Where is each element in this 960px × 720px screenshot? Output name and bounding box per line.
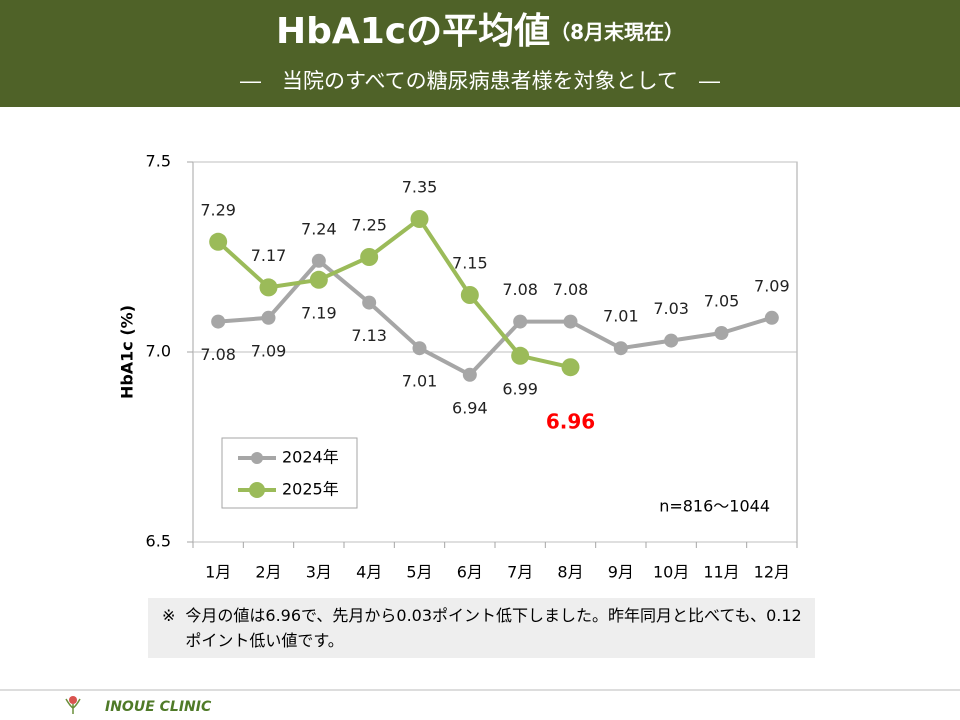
header-bg [0, 0, 960, 107]
x-tick-label: 11月 [703, 563, 739, 582]
annotation: n=816～1044 [659, 497, 770, 516]
marker [664, 333, 679, 348]
data-label: 7.17 [251, 246, 287, 265]
data-label: 7.08 [553, 280, 589, 299]
x-tick-label: 10月 [653, 563, 689, 582]
title-main: HbA1cの平均値 [276, 11, 550, 52]
x-tick-label: 7月 [507, 563, 533, 582]
y-tick-label: 6.5 [146, 532, 171, 551]
data-label: 7.08 [200, 345, 236, 364]
y-tick-label: 7.5 [146, 152, 171, 171]
data-label: 7.13 [351, 326, 387, 345]
title-note: （8月末現在） [550, 20, 684, 44]
title: HbA1cの平均値（8月末現在） [276, 11, 684, 52]
x-tick-label: 5月 [406, 563, 432, 582]
marker [561, 358, 580, 377]
legend-box [221, 437, 358, 509]
y-tick-label: 7.0 [146, 342, 171, 361]
note-mark: ※ [162, 606, 176, 625]
marker [460, 286, 479, 304]
x-tick-label: 8月 [557, 563, 583, 582]
subtitle: ― 当院のすべての糖尿病患者様を対象として ― [240, 69, 720, 93]
marker [259, 278, 278, 297]
data-label: 6.96 [546, 410, 595, 434]
marker [412, 341, 427, 356]
marker [360, 248, 379, 266]
data-label: 7.09 [251, 341, 287, 360]
data-label: 6.99 [502, 379, 538, 398]
x-tick-label: 9月 [608, 563, 634, 582]
marker [563, 314, 578, 329]
data-label: 7.01 [402, 372, 438, 391]
note-text: 今月の値は6.96で、先月から0.03ポイント低下しました。昨年同月と比べても、… [185, 606, 802, 650]
marker [410, 210, 429, 228]
clinic-name: INOUE CLINIC [105, 699, 212, 715]
x-tick-label: 3月 [306, 563, 332, 582]
marker [613, 341, 628, 356]
marker [209, 232, 228, 251]
data-label: 7.24 [301, 219, 337, 238]
marker [211, 314, 226, 329]
marker [311, 253, 326, 268]
x-tick-label: 6月 [457, 563, 483, 582]
y-axis-label: HbA1c (%) [118, 305, 137, 399]
data-label: 6.94 [452, 398, 488, 417]
series-line [218, 258, 773, 378]
legend-marker [251, 452, 263, 464]
data-label: 7.19 [301, 303, 337, 322]
data-label: 7.29 [200, 200, 236, 219]
marker [513, 314, 528, 329]
marker [309, 270, 328, 289]
logo [65, 696, 81, 714]
x-tick-label: 4月 [356, 563, 382, 582]
marker [764, 310, 779, 325]
legend-label: 2025年 [282, 480, 339, 499]
data-label: 7.01 [603, 307, 639, 326]
marker [714, 326, 729, 340]
data-label: 7.05 [704, 292, 740, 311]
note-box: ※ 今月の値は6.96で、先月から0.03ポイント低下しました。昨年同月と比べても… [148, 598, 815, 658]
data-label: 7.35 [402, 178, 438, 197]
marker [511, 346, 530, 365]
x-tick-label: 12月 [754, 563, 790, 582]
marker [462, 367, 477, 382]
legend-label: 2024年 [282, 448, 339, 467]
data-label: 7.25 [351, 216, 387, 235]
data-label: 7.09 [754, 276, 790, 295]
x-tick-label: 1月 [205, 563, 231, 582]
data-label: 7.08 [502, 280, 538, 299]
data-label: 7.15 [452, 254, 488, 273]
marker [261, 310, 276, 325]
marker [362, 295, 377, 310]
legend-marker [249, 482, 265, 498]
data-label: 7.03 [653, 299, 689, 318]
x-tick-label: 2月 [255, 563, 281, 582]
